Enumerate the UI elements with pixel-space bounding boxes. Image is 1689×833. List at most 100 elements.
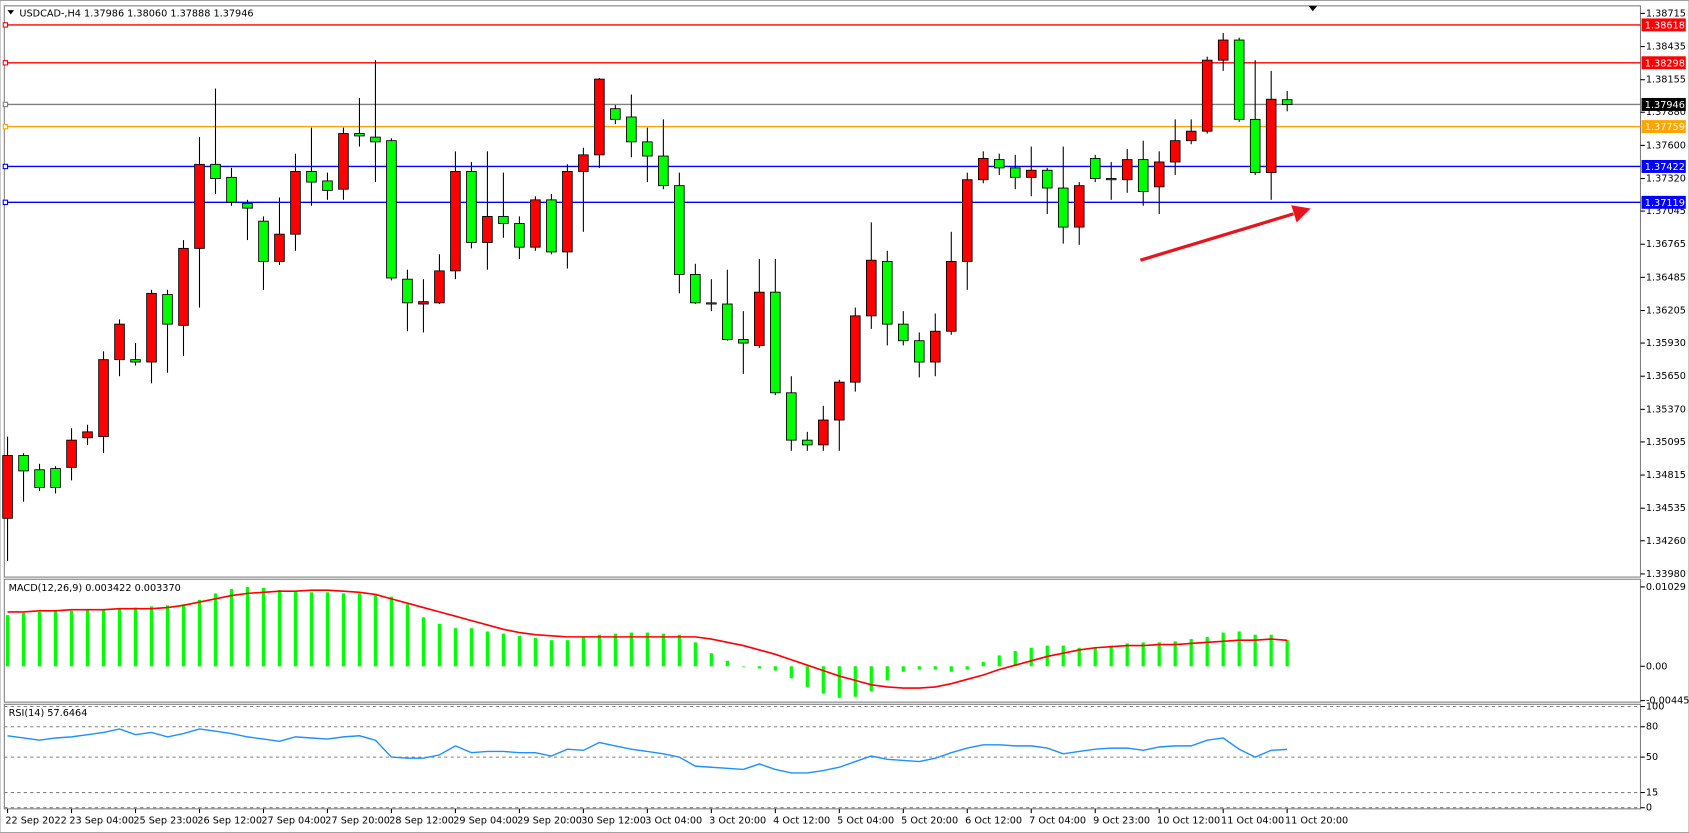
- candle-body: [402, 278, 413, 304]
- candle-body: [386, 140, 397, 279]
- macd-bar: [469, 628, 474, 667]
- macd-bar: [1157, 642, 1161, 667]
- y-tick-label: 1.33980: [1646, 569, 1686, 580]
- candle-body: [322, 180, 333, 191]
- candle-body: [114, 323, 125, 361]
- rsi-line: [7, 728, 1288, 774]
- plot-layer: 1.38715 1.38435 1.38155 1.37880 1.37600 1.373…: [2, 8, 1689, 827]
- menu-arrow[interactable]: [7, 10, 15, 15]
- macd-bar: [997, 655, 1001, 667]
- candle-body: [66, 439, 77, 468]
- candle-body: [818, 419, 829, 446]
- macd-bar: [789, 666, 793, 679]
- macd-bar: [373, 594, 378, 667]
- macd-bar: [501, 633, 506, 667]
- y-tick-label: 1.34815: [1646, 470, 1686, 481]
- macd-bar: [5, 615, 10, 667]
- candle-body: [194, 163, 205, 249]
- y-tick-label: 1.34260: [1646, 536, 1686, 547]
- candle-body: [274, 233, 285, 262]
- x-tick-label: 25 Sep 23:00: [133, 816, 198, 827]
- level-label: 1.38298: [1645, 58, 1685, 69]
- macd-bar: [677, 634, 681, 667]
- y-tick-label: 1.37045: [1646, 206, 1686, 217]
- candle-body: [354, 133, 365, 137]
- y-tick-label: 1.35930: [1646, 338, 1686, 349]
- macd-bar: [549, 640, 554, 667]
- x-tick-label: 10 Oct 12:00: [1157, 816, 1220, 827]
- macd-bar: [693, 642, 697, 667]
- candle-body: [786, 392, 797, 441]
- signal-line: [7, 589, 1288, 689]
- y-tick-label: 1.36765: [1646, 239, 1686, 250]
- candle-body: [514, 223, 525, 248]
- macd-bar: [117, 608, 122, 667]
- annotation-arrowhead: [1291, 205, 1311, 223]
- x-tick-label: 9 Oct 23:00: [1093, 816, 1150, 827]
- candle-body: [50, 468, 61, 488]
- candle-body: [162, 294, 173, 325]
- candle-body: [1281, 99, 1293, 105]
- y-tick-label: 1.35650: [1646, 371, 1686, 382]
- candle-body: [706, 302, 717, 305]
- y-tick-label: 1.37600: [1646, 140, 1686, 151]
- y-tick-label: 80: [1646, 722, 1658, 733]
- candle-body: [178, 247, 189, 326]
- chart-title: USDCAD-,H4 1.37986 1.38060 1.37888 1.379…: [19, 8, 253, 19]
- x-tick-label: 3 Oct 20:00: [709, 816, 766, 827]
- macd-bar: [213, 593, 218, 667]
- macd-bar: [1061, 645, 1065, 667]
- level-label: 1.38618: [1645, 20, 1685, 31]
- macd-bar: [629, 632, 633, 667]
- macd-bar: [1285, 639, 1289, 667]
- macd-bar: [1189, 639, 1193, 667]
- macd-bar: [917, 666, 921, 670]
- macd-bar: [69, 610, 74, 667]
- candle-body: [82, 431, 93, 439]
- macd-bar: [725, 660, 729, 667]
- candle-body: [498, 215, 509, 224]
- level-label-box: [1641, 18, 1686, 32]
- macd-bar: [533, 637, 538, 667]
- macd-bar: [1253, 634, 1257, 667]
- candle-body: [226, 176, 237, 203]
- candle-body: [626, 116, 637, 143]
- macd-bar: [597, 634, 601, 667]
- macd-bar: [21, 612, 26, 667]
- macd-bar: [1109, 645, 1113, 667]
- candle-body: [130, 359, 141, 363]
- macd-bar: [357, 593, 362, 667]
- candle-body: [610, 108, 621, 120]
- candle-body: [450, 171, 461, 272]
- macd-bar: [341, 593, 346, 667]
- candle-body: [977, 157, 989, 181]
- macd-bar: [53, 610, 58, 667]
- macd-bar: [773, 666, 777, 671]
- macd-bar: [885, 666, 889, 681]
- macd-title: MACD(12,26,9) 0.003422 0.003370: [9, 583, 181, 594]
- candle-body: [146, 292, 157, 363]
- macd-bar: [453, 628, 458, 667]
- candle-body: [482, 215, 493, 243]
- macd-bar: [821, 666, 825, 694]
- level-label: 1.37946: [1645, 100, 1685, 111]
- candle-body: [850, 315, 861, 383]
- candle-body: [1121, 159, 1133, 181]
- macd-bar: [837, 666, 841, 698]
- macd-bar: [1077, 647, 1081, 667]
- candle-body: [290, 171, 301, 235]
- annotation-arrow: [1139, 212, 1294, 262]
- macd-bar: [165, 605, 170, 667]
- macd-bar: [741, 666, 745, 667]
- macd-bar: [485, 631, 490, 667]
- candle-body: [1137, 159, 1149, 192]
- y-tick-label: 1.37880: [1646, 107, 1686, 118]
- macd-bar: [853, 666, 857, 697]
- candle-body: [1185, 130, 1197, 142]
- candle-body: [882, 260, 893, 325]
- level-label-box: [1641, 120, 1686, 134]
- candle-body: [18, 455, 29, 472]
- y-tick-label: 0.01029: [1646, 582, 1686, 593]
- candle-body: [1201, 59, 1213, 132]
